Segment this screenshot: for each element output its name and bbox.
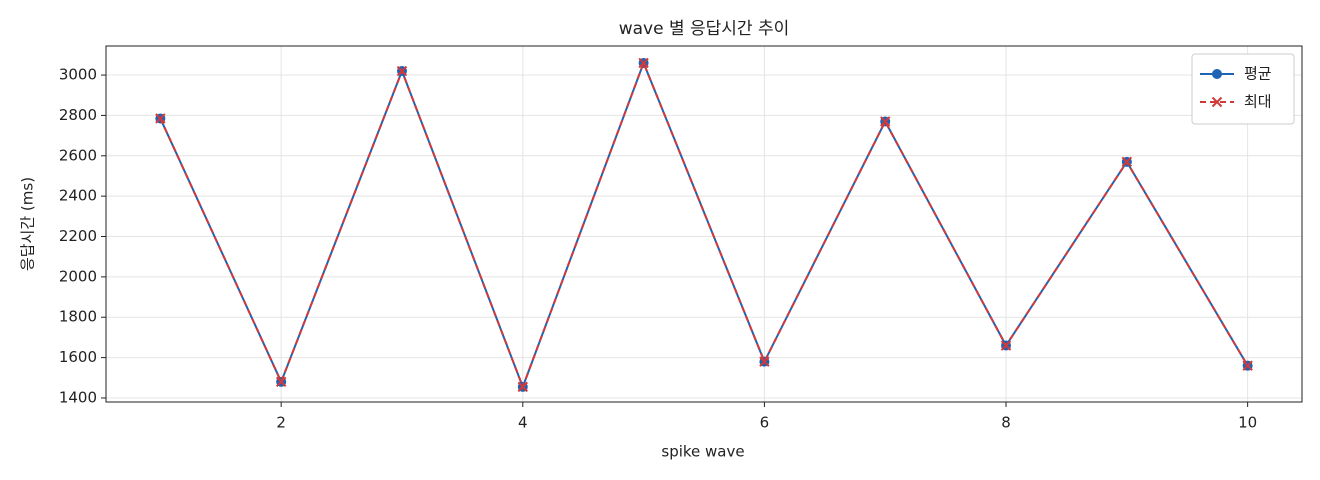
x-axis-label: spike wave xyxy=(661,443,744,461)
x-tick-label: 6 xyxy=(760,414,770,432)
y-tick-label: 2000 xyxy=(59,267,97,285)
marker xyxy=(880,116,891,127)
x-tick-label: 8 xyxy=(1001,414,1011,432)
y-tick-label: 1800 xyxy=(59,308,97,326)
marker xyxy=(759,356,770,367)
y-tick-label: 1400 xyxy=(59,388,97,406)
y-tick-label: 2200 xyxy=(59,227,97,245)
marker xyxy=(1242,360,1253,371)
legend-label: 최대 xyxy=(1244,93,1272,111)
marker xyxy=(396,65,408,77)
series-line xyxy=(159,60,1249,390)
legend-marker xyxy=(1212,69,1222,79)
marker xyxy=(155,113,166,124)
y-axis-label: 응답시간 (ms) xyxy=(19,177,37,271)
marker xyxy=(275,376,287,388)
marker xyxy=(1121,156,1133,168)
legend-box xyxy=(1191,53,1295,125)
marker xyxy=(517,381,528,393)
x-tick-label: 10 xyxy=(1238,414,1257,432)
x-tick-label: 2 xyxy=(276,414,286,432)
chart-title: wave 별 응답시간 추이 xyxy=(619,19,790,39)
x-tick-label: 4 xyxy=(518,414,528,432)
y-tick-label: 2400 xyxy=(59,187,97,205)
y-tick-label: 1600 xyxy=(59,348,97,366)
y-tick-label: 3000 xyxy=(59,66,97,84)
marker xyxy=(638,57,649,69)
legend-label: 평균 xyxy=(1244,65,1272,83)
y-tick-label: 2600 xyxy=(59,146,97,164)
plot-frame xyxy=(105,45,1303,403)
legend-marker xyxy=(1211,96,1223,108)
marker xyxy=(1000,340,1012,351)
y-tick-label: 2800 xyxy=(59,106,97,124)
